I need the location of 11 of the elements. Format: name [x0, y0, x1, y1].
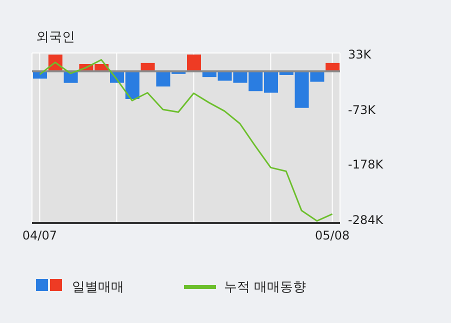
- line-series: [38, 59, 334, 222]
- y-tick-label: -284K: [348, 213, 384, 228]
- x-tick-label: 05/08: [315, 228, 350, 243]
- x-tick-label: 04/07: [22, 228, 57, 243]
- bar: [187, 54, 201, 72]
- y-tick-label: -178K: [348, 158, 384, 172]
- y-tick-label: 33K: [348, 47, 372, 62]
- y-tick-label: -73K: [348, 102, 377, 117]
- legend-label: 누적 매매동향: [224, 279, 306, 296]
- chart-title: 외국인: [36, 29, 75, 46]
- legend-label: 일별매매: [72, 279, 124, 296]
